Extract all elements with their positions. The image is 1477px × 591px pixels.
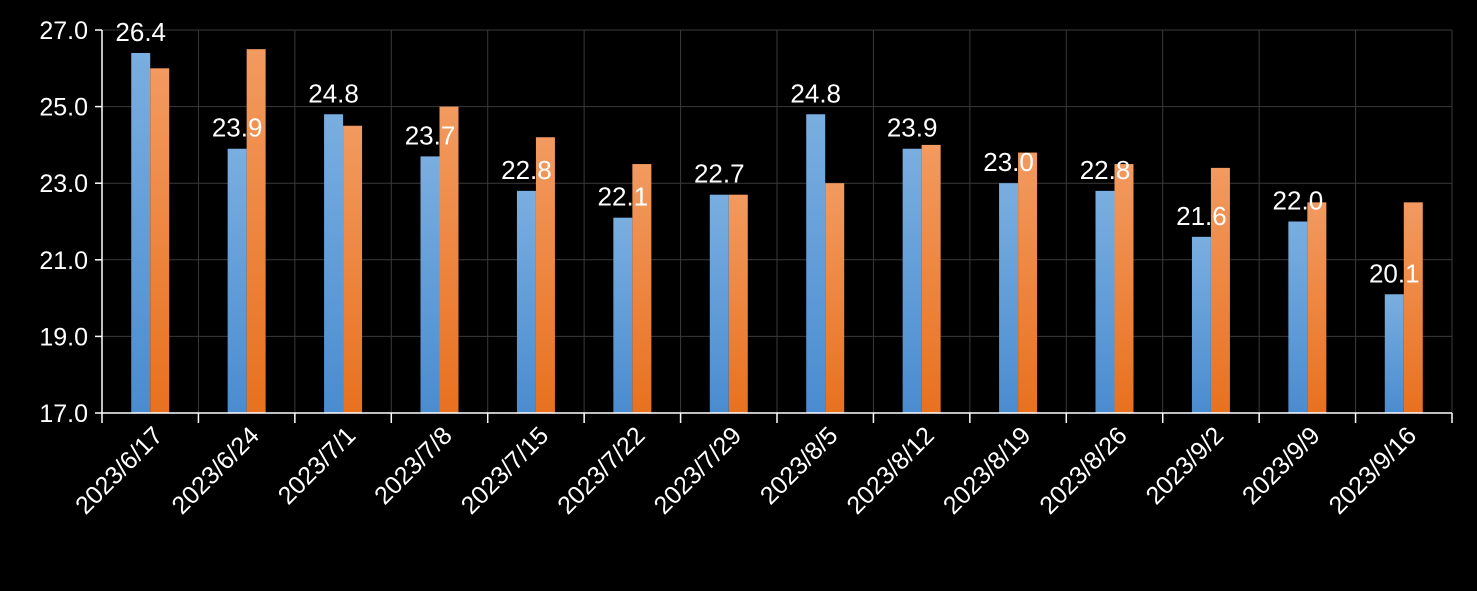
- bar-series-1: [709, 194, 729, 413]
- bar-data-label: 24.8: [308, 78, 359, 108]
- x-tick-label: 2023/8/5: [755, 421, 844, 510]
- x-tick-label: 2023/6/17: [70, 421, 168, 519]
- x-tick-label: 2023/9/2: [1141, 421, 1230, 510]
- bar-series-2: [1114, 164, 1134, 413]
- bar-data-label: 23.0: [983, 147, 1034, 177]
- bar-data-label: 22.7: [694, 159, 745, 189]
- bar-series-2: [439, 106, 459, 413]
- y-tick-label: 25.0: [39, 94, 88, 122]
- data-labels: 26.4 23.9 24.8 23.7 22.8 22.1 22.7 24.8 23.9 23.0…: [115, 17, 1419, 288]
- bar-series-2: [150, 68, 170, 414]
- x-tick-label: 2023/9/16: [1324, 421, 1422, 519]
- x-tick-label: 2023/8/12: [841, 421, 939, 519]
- bar-data-label: 22.8: [501, 155, 552, 185]
- bar-series-1: [131, 52, 151, 413]
- x-tick-label: 2023/6/24: [166, 421, 265, 520]
- bar-series-2: [535, 137, 555, 414]
- bar-series-1: [806, 114, 826, 413]
- x-tick-label: 2023/7/22: [552, 421, 650, 519]
- y-tick-label: 19.0: [39, 323, 88, 351]
- bar-series-1: [1288, 221, 1308, 413]
- bar-data-label: 26.4: [115, 17, 166, 47]
- bar-series-2: [632, 164, 652, 413]
- bar-series-1: [324, 114, 344, 413]
- bar-data-label: 22.0: [1273, 186, 1324, 216]
- bar-series-2: [825, 183, 845, 413]
- bar-series-1: [420, 156, 440, 413]
- x-tick-label: 2023/7/1: [273, 421, 362, 510]
- x-tick-label: 2023/8/26: [1034, 421, 1132, 519]
- bar-series-2: [1307, 202, 1327, 413]
- bar-series-1: [999, 183, 1019, 413]
- gridlines: [102, 29, 1453, 414]
- bar-series-2: [1403, 202, 1423, 413]
- x-tick-label: 2023/7/15: [456, 421, 554, 519]
- bar-data-label: 23.9: [887, 113, 938, 143]
- bar-series-2: [728, 194, 748, 413]
- y-tick-label: 27.0: [39, 17, 88, 45]
- y-tick-label: 21.0: [39, 247, 88, 275]
- bar-series-1: [227, 148, 247, 414]
- bar-series-2: [1210, 167, 1230, 413]
- bar-series-2: [246, 49, 266, 414]
- bar-data-label: 20.1: [1369, 258, 1420, 288]
- bar-series-1: [1095, 190, 1115, 413]
- bar-data-label: 23.9: [212, 113, 263, 143]
- bar-data-label: 23.7: [405, 120, 456, 150]
- bar-data-label: 24.8: [790, 78, 841, 108]
- bars: [131, 49, 1423, 414]
- y-tick-label: 23.0: [39, 170, 88, 198]
- x-tick-label: 2023/9/9: [1237, 421, 1326, 510]
- bar-series-2: [1018, 152, 1038, 413]
- bar-series-2: [921, 144, 941, 413]
- bar-series-1: [1191, 236, 1211, 413]
- x-tick-label: 2023/7/8: [369, 421, 458, 510]
- x-tick-label: 2023/8/19: [938, 421, 1036, 519]
- bar-data-label: 22.8: [1080, 155, 1131, 185]
- bar-series-1: [516, 190, 536, 413]
- bar-data-label: 22.1: [598, 182, 649, 212]
- y-tick-label: 17.0: [39, 400, 88, 428]
- bar-series-1: [1384, 294, 1404, 413]
- bar-series-1: [902, 148, 922, 414]
- bar-series-1: [613, 217, 633, 413]
- bar-data-label: 21.6: [1176, 201, 1227, 231]
- bar-series-2: [343, 125, 363, 413]
- x-tick-label: 2023/7/29: [649, 421, 747, 519]
